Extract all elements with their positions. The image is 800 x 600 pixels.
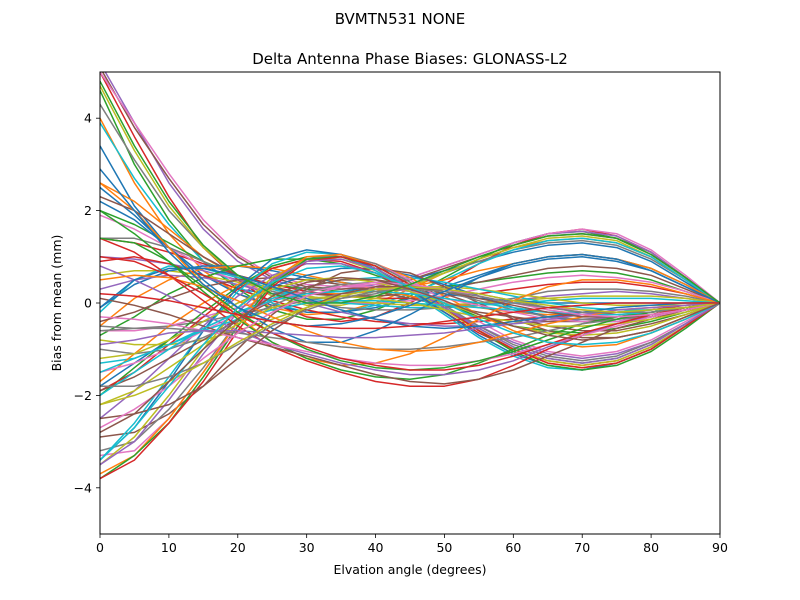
series-line-s60 [100, 290, 720, 397]
series-line-s73 [100, 293, 720, 330]
x-tick-label: 50 [436, 540, 452, 555]
x-tick-label: 60 [505, 540, 521, 555]
series-line-s38 [100, 253, 720, 452]
series-line-s51 [100, 200, 720, 344]
figure-suptitle: BVMTN531 NONE [335, 10, 466, 28]
series-line-s72 [100, 80, 720, 304]
series-line-s71 [100, 168, 720, 327]
x-tick-label: 0 [96, 540, 104, 555]
y-tick-label: −4 [74, 480, 92, 495]
y-tick-label: 4 [84, 111, 92, 126]
series-line-s64 [100, 256, 720, 371]
series-line-s18 [100, 237, 720, 311]
x-tick-label: 80 [643, 540, 659, 555]
x-tick-label: 70 [574, 540, 590, 555]
x-tick-label: 20 [230, 540, 246, 555]
series-line-s70 [100, 265, 720, 461]
y-tick-label: −2 [74, 388, 92, 403]
series-line-s74 [100, 276, 720, 434]
chart-title: Delta Antenna Phase Biases: GLONASS-L2 [252, 50, 568, 68]
series-line-s32 [100, 256, 720, 383]
y-tick-label: 2 [84, 203, 92, 218]
x-axis: 0 10 20 30 40 50 60 70 80 90 [96, 534, 728, 555]
x-tick-label: 10 [161, 540, 177, 555]
x-tick-label: 90 [712, 540, 728, 555]
x-axis-label: Elvation angle (degrees) [333, 562, 486, 577]
x-tick-label: 30 [299, 540, 315, 555]
series-line-s56 [100, 297, 720, 385]
x-tick-label: 40 [368, 540, 384, 555]
y-axis-label: Bias from mean (mm) [49, 235, 64, 372]
series-line-s65 [100, 302, 720, 346]
series-lines [100, 72, 720, 480]
y-tick-label: 0 [84, 296, 92, 311]
y-axis: −4 −2 0 2 4 [74, 111, 100, 495]
series-line-s49 [100, 276, 720, 360]
